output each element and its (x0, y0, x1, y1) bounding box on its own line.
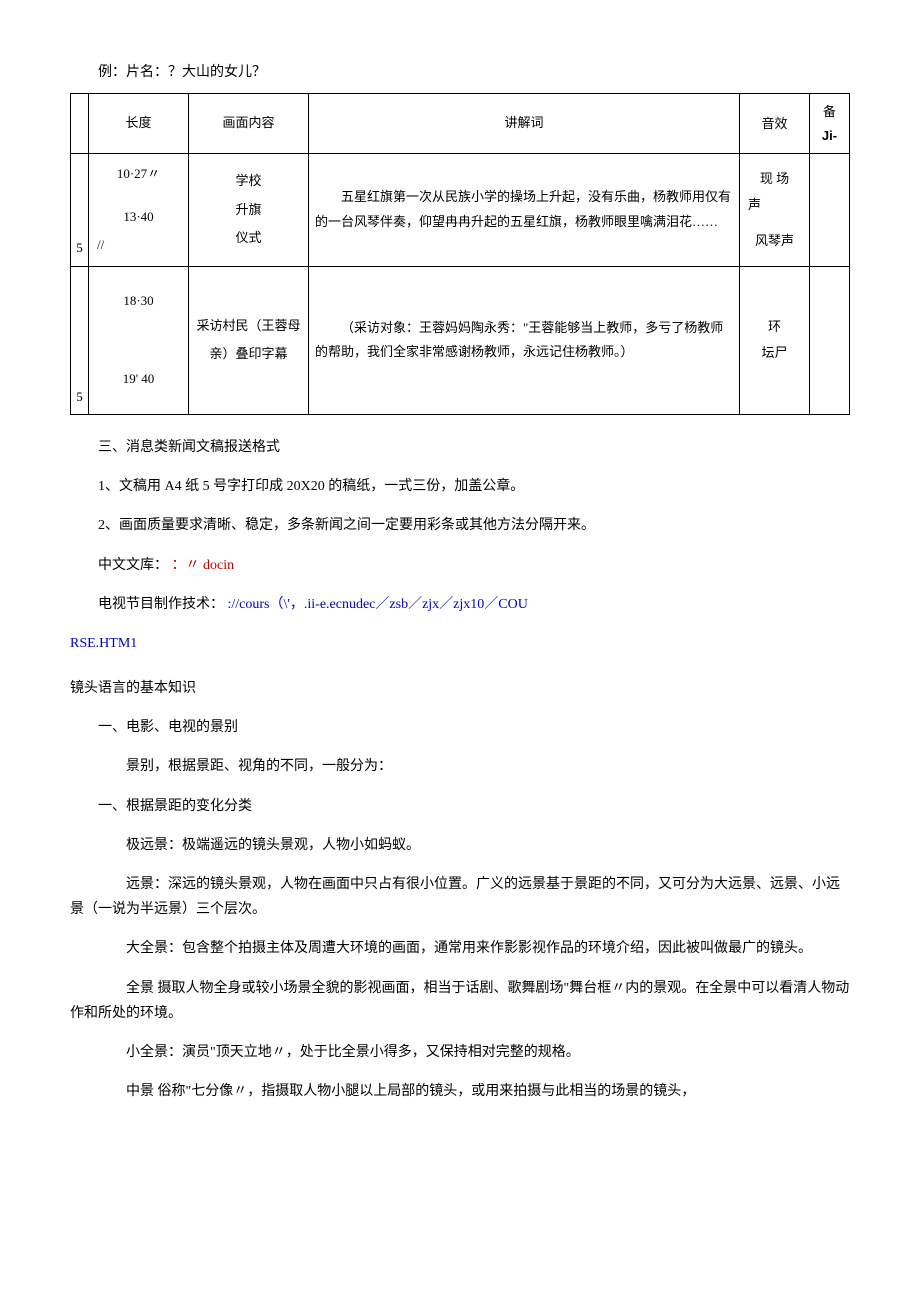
row1-audio-a: 现 场 (744, 166, 805, 192)
header-col-length: 长度 (89, 94, 189, 154)
para-2: 2、画面质量要求清晰、稳定，多条新闻之间一定要用彩条或其他方法分隔开来。 (70, 513, 850, 538)
section-1: 一、电影、电视的景别 (70, 715, 850, 740)
row2-length: 18·30 19' 40 (89, 266, 189, 414)
example-title: 例：片名：？大山的女儿？ (70, 60, 850, 85)
row1-len-a: 10·27〃 (93, 160, 184, 189)
link2-url-b-wrap: RSE.HTM1 (70, 631, 850, 656)
header-col-audio: 音效 (740, 94, 810, 154)
row2-narration: （采访对象：王蓉妈妈陶永秀："王蓉能够当上教师，多亏了杨教师的帮助，我们全家非常… (309, 266, 740, 414)
row1-content-a: 学校 (193, 167, 304, 196)
def-jiyuan: 极远景：极端遥远的镜头景观，人物小如蚂蚁。 (70, 833, 850, 858)
table-header-row: 长度 画面内容 讲解词 音效 备 Ji- (71, 94, 850, 154)
section-1-p1: 景别，根据景距、视角的不同，一般分为： (70, 754, 850, 779)
def-zhongjing: 中景 俗称"七分像〃，指摄取人物小腿以上局部的镜头，或用来拍摄与此相当的场景的镜… (70, 1079, 850, 1104)
link1-url[interactable]: ：〃 docin (172, 558, 235, 573)
def-quanjing: 全景 摄取人物全身或较小场景全貌的影视画面，相当于话剧、歌舞剧场"舞台框〃内的景… (70, 976, 850, 1026)
link-line-1: 中文文库： ：〃 docin (70, 553, 850, 578)
row1-length: 10·27〃 13·40 // (89, 153, 189, 266)
row2-note (810, 266, 850, 414)
header-note-top: 备 (814, 100, 845, 123)
table-row: 5 18·30 19' 40 采访村民（王蓉母亲）叠印字幕 （采访对象：王蓉妈妈… (71, 266, 850, 414)
header-col-content: 画面内容 (189, 94, 309, 154)
header-col-note: 备 Ji- (810, 94, 850, 154)
row1-note (810, 153, 850, 266)
row2-audio-a: 环 (744, 314, 805, 340)
link2-label: 电视节目制作技术： (98, 597, 224, 612)
section-2: 一、根据景距的变化分类 (70, 794, 850, 819)
link-line-2: 电视节目制作技术： ://cours（\'，.ii-e.ecnudec／zsb／… (70, 592, 850, 617)
heading-lens-language: 镜头语言的基本知识 (70, 676, 850, 701)
def-daquanjing: 大全景：包含整个拍摄主体及周遭大环境的画面，通常用来作影影视作品的环境介绍，因此… (70, 936, 850, 961)
header-col-narration: 讲解词 (309, 94, 740, 154)
row1-audio-c: 风琴声 (744, 228, 805, 254)
row2-audio: 环 坛尸 (740, 266, 810, 414)
script-table: 长度 画面内容 讲解词 音效 备 Ji- 5 10·27〃 13·40 // 学… (70, 93, 850, 415)
def-xiaoquanjing: 小全景：演员"顶天立地〃，处于比全景小得多，又保持相对完整的规格。 (70, 1040, 850, 1065)
row2-len-a: 18·30 (93, 287, 184, 316)
row1-content-b: 升旗 (193, 196, 304, 225)
row2-audio-b: 坛尸 (744, 340, 805, 366)
row1-len-b: 13·40 (93, 203, 184, 232)
link1-label: 中文文库： (98, 558, 168, 573)
row2-content: 采访村民（王蓉母亲）叠印字幕 (189, 266, 309, 414)
row1-audio: 现 场 声 风琴声 (740, 153, 810, 266)
para-1: 1、文稿用 A4 纸 5 号字打印成 20X20 的稿纸，一式三份，加盖公章。 (70, 474, 850, 499)
header-note-bottom: Ji- (814, 124, 845, 147)
row1-narration: 五星红旗第一次从民族小学的操场上升起，没有乐曲，杨教师用仅有的一台风琴伴奏，仰望… (309, 153, 740, 266)
link2-url-a[interactable]: ://cours（\'，.ii-e.ecnudec／zsb／zjx／zjx10／… (228, 597, 528, 612)
row2-len-b: 19' 40 (93, 365, 184, 394)
row1-content-c: 仪式 (193, 224, 304, 253)
link2-url-b[interactable]: RSE.HTM1 (70, 636, 137, 651)
row2-num: 5 (71, 266, 89, 414)
row1-num: 5 (71, 153, 89, 266)
table-row: 5 10·27〃 13·40 // 学校 升旗 仪式 五星红旗第一次从民族小学的… (71, 153, 850, 266)
header-col-blank (71, 94, 89, 154)
row1-len-c: // (93, 231, 184, 260)
row1-audio-b: 声 (744, 192, 805, 218)
row1-content: 学校 升旗 仪式 (189, 153, 309, 266)
def-yuanjing: 远景：深远的镜头景观，人物在画面中只占有很小位置。广义的远景基于景距的不同，又可… (70, 872, 850, 922)
section3-title: 三、消息类新闻文稿报送格式 (70, 435, 850, 460)
